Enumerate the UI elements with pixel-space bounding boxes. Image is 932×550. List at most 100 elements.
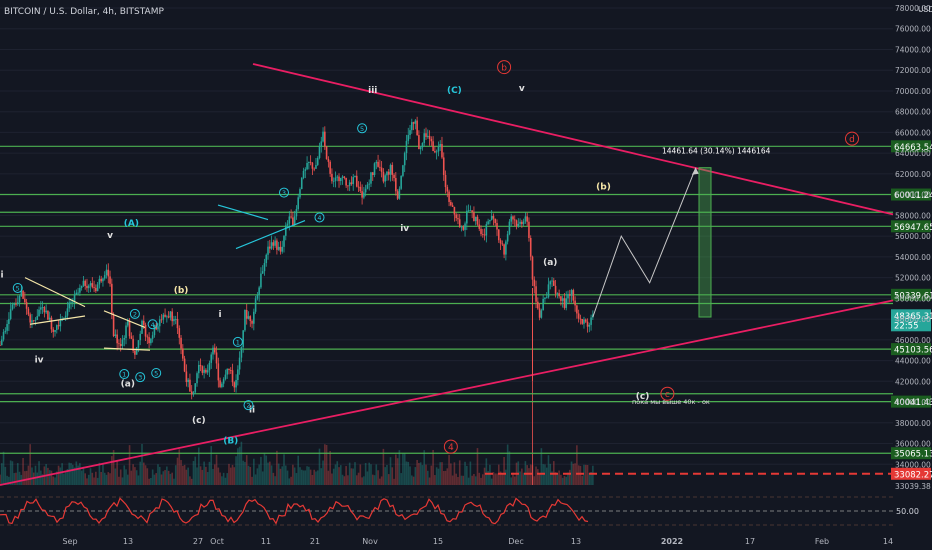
price-tick-label: 38000.00 [895,419,931,428]
volume-bar [361,477,363,485]
volume-bar [112,450,115,485]
volume-bar [380,476,383,485]
volume-bar [185,469,188,485]
volume-bar [371,474,374,485]
candle-body [221,383,223,388]
price-tick-label: 46000.00 [895,336,931,345]
candle-body [160,319,163,321]
volume-bar [528,468,530,485]
volume-bar [476,448,479,485]
candle-body [551,280,553,282]
candle-body [238,357,241,370]
candle-body [286,223,289,226]
volume-bar [11,461,14,485]
candle-body [139,333,142,341]
candle-body [144,324,147,337]
candle-body [38,309,40,317]
wave-circle-label: 3 [138,374,142,382]
volume-bar [584,464,587,485]
candle-body [245,309,248,319]
volume-bar [434,475,436,485]
volume-bar [384,467,386,485]
candle-body [150,338,152,344]
countdown-label: 22:55 [894,321,919,331]
volume-bar [297,455,299,485]
volume-bar [563,476,566,485]
volume-bar [462,475,465,485]
candle-body [315,164,317,169]
candle-body [79,287,81,293]
volume-bar [363,476,365,485]
candle-body [6,324,8,331]
volume-bar [355,475,358,485]
level-label-box [891,395,931,408]
volume-bar [265,455,268,485]
pattern-line [29,315,86,325]
wave-labels: iiiivv(A)(a)(b)(c)(B)iiiiiiiv(C)v(a)(b)(… [0,60,859,454]
wave-circle-label: b [501,64,507,74]
candle-body [368,183,370,185]
candle-body [537,301,539,309]
volume-bar [71,464,74,485]
candle-body [13,304,15,305]
oscillator-background [0,487,893,531]
candle-body [412,122,415,124]
volume-bar [198,447,200,485]
candle-body [174,319,177,320]
volume-bar [221,476,223,485]
candle-body [480,228,482,235]
volume-bar [567,472,569,485]
volume-bar [212,468,214,485]
candle-body [40,307,42,310]
volume-bar [453,462,456,485]
volume-bar [162,471,165,485]
candle-body [359,186,362,192]
pattern-line [235,220,306,250]
candle-body [118,343,120,345]
volume-bar [237,448,239,485]
price-tick-label: 42000.00 [895,377,931,386]
volume-bar [40,470,42,485]
volume-bar [190,478,193,485]
volume-bar [474,476,477,485]
candle-body [579,318,582,320]
volume-bar [364,462,367,485]
wave-circle [119,369,130,380]
candle-body [164,314,166,317]
candle-body [130,336,133,339]
candle-body [20,290,23,297]
volume-bar [556,474,559,485]
candle-body [576,305,578,314]
candle-body [526,216,528,222]
candle-body [224,374,227,380]
volume-bar [352,468,355,485]
wave-circle-label: 5 [16,284,20,292]
time-tick-label: 17 [745,537,755,546]
candle-body [540,310,543,318]
volume-bar [199,466,202,485]
candle-body [531,256,534,280]
candle-body [568,294,571,296]
candle-body [50,317,53,330]
volume-bar [302,470,305,485]
volume-bar [350,468,353,485]
time-tick-label: 13 [571,537,581,546]
candle-body [206,370,209,373]
price-tick-label: 54000.00 [895,253,931,262]
candle-body [240,347,243,358]
time-tick-label: 11 [261,537,271,546]
candle-body [563,298,566,308]
volume-bar [450,463,452,485]
level-label-box [891,447,931,460]
candle-body [528,221,530,238]
volume-bar [508,451,511,485]
volume-bar [277,463,280,485]
wave-label: iv [400,224,409,234]
volume-bar [176,457,179,485]
price-tick-label: 78000.00 [895,4,931,13]
volume-bar [347,475,349,485]
candlestick-series [0,116,594,400]
volume-bar [387,474,390,485]
candle-body [208,362,211,371]
